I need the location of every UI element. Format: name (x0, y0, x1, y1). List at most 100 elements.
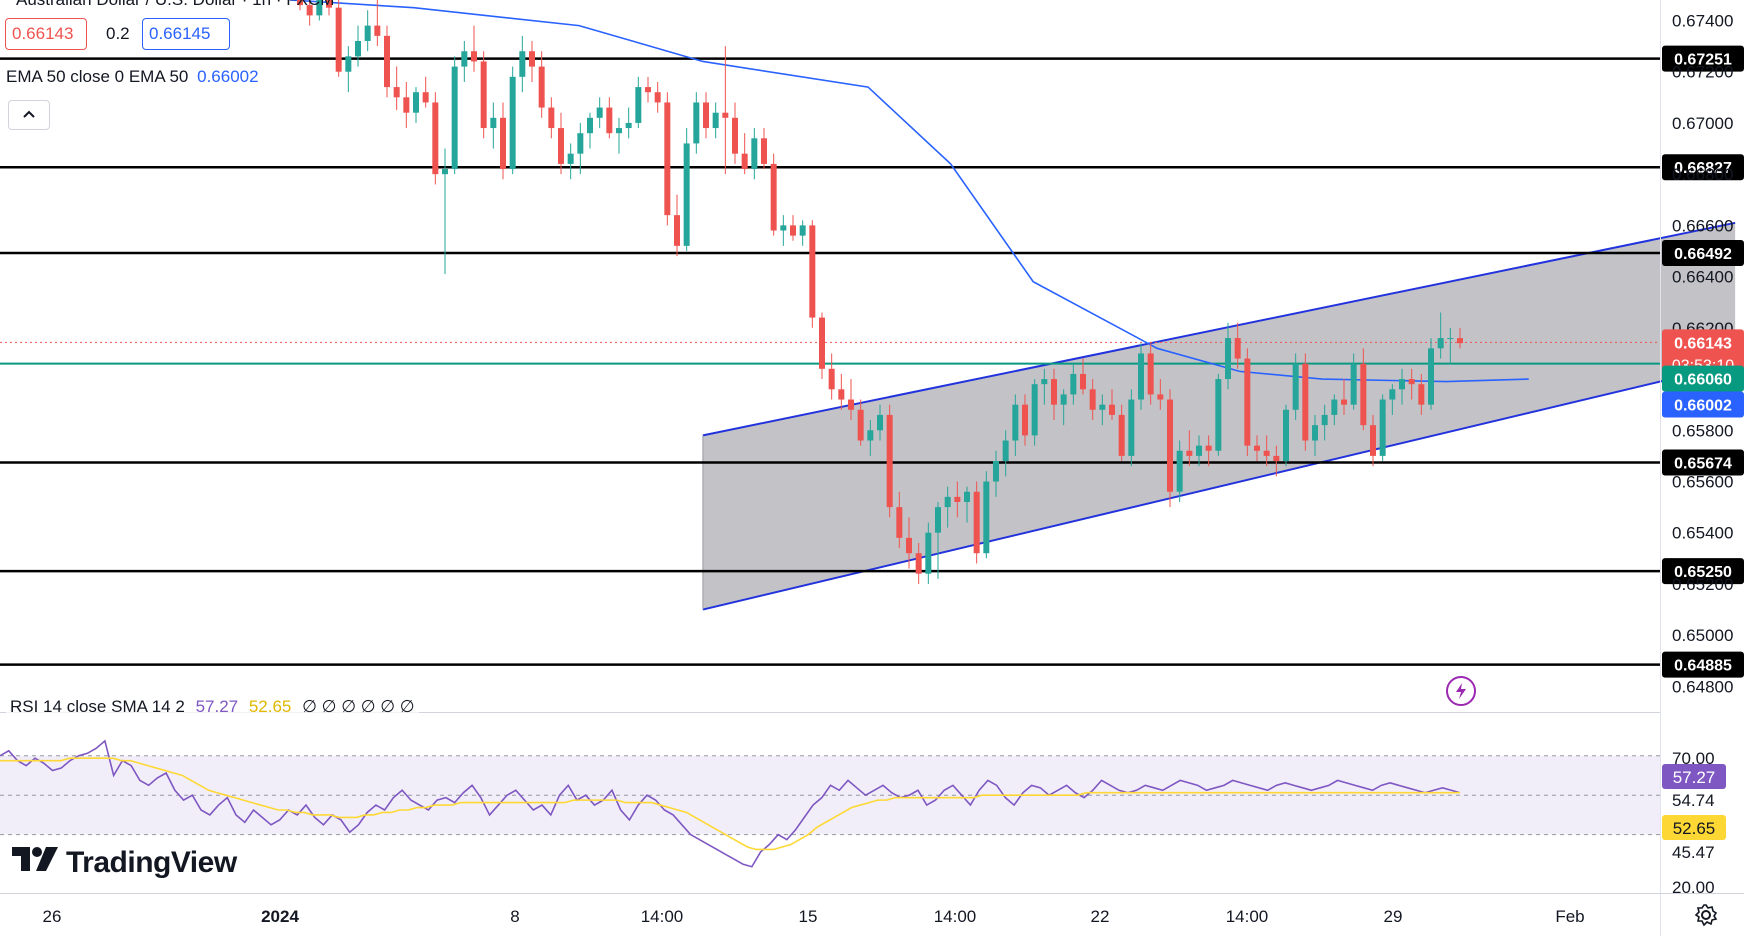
candle-body (509, 76, 516, 170)
gear-icon[interactable] (1694, 903, 1718, 927)
candle-body (964, 491, 970, 502)
candle-body (828, 368, 835, 390)
candle-body (1254, 445, 1260, 451)
candle-body (606, 107, 613, 134)
candle-body (355, 40, 361, 57)
candle-body (790, 225, 796, 236)
candle-body (1428, 348, 1434, 405)
rsi-line (0, 739, 1461, 868)
candle-body (577, 133, 584, 154)
candle-body (1051, 379, 1057, 405)
candle-body (625, 122, 632, 129)
candle-body (1321, 414, 1328, 426)
current-price-label: 0.66143 (1674, 335, 1732, 352)
x-tick-label: 26 (43, 907, 62, 926)
candle-body (896, 507, 903, 538)
chevron-up-icon (22, 106, 36, 124)
candle-body (848, 399, 854, 410)
x-tick-label: 2024 (261, 907, 299, 926)
candle-body (944, 496, 951, 508)
candle-body (1302, 363, 1309, 441)
candle-body (1196, 445, 1202, 456)
candle-body (993, 461, 999, 482)
y-tick-label: 0.65000 (1672, 626, 1733, 645)
candle-body (1408, 379, 1415, 385)
candle-body (1244, 358, 1251, 446)
candle-body (1080, 373, 1086, 390)
candle-body (306, 5, 313, 16)
level-label: 0.67251 (1674, 52, 1732, 69)
candle-body (732, 117, 738, 154)
rsi-sma-value-box (1662, 815, 1726, 840)
candle-body (335, 7, 342, 72)
level-label-box (1662, 449, 1744, 476)
y-tick-label: 0.65400 (1672, 524, 1733, 543)
candle-body (1147, 353, 1154, 395)
candle-body (1437, 338, 1444, 349)
candle-body (1128, 399, 1135, 456)
candle-body (973, 491, 980, 554)
candle-body (906, 537, 912, 554)
current-price-box (1662, 329, 1744, 378)
candle-body (799, 225, 806, 236)
rsi-tick-label: 70.00 (1672, 749, 1715, 768)
candle-body (413, 92, 419, 113)
price-pane[interactable] (0, 0, 1736, 666)
x-tick-label: 14:00 (1226, 907, 1269, 926)
candle-body (1341, 399, 1347, 405)
candle-body (1012, 404, 1019, 441)
candle-body (954, 496, 961, 502)
candle-body (587, 117, 593, 134)
rsi-legend[interactable]: RSI 14 close SMA 14 2 57.27 52.65 ∅ ∅ ∅ … (6, 697, 419, 717)
candle-body (558, 128, 564, 164)
rsi-tick-label: 54.74 (1672, 791, 1715, 810)
lightning-icon[interactable] (1446, 676, 1476, 706)
rsi-legend-label: RSI 14 close SMA 14 2 (10, 697, 185, 716)
channel-upper-line (702, 221, 1736, 437)
y-tick-label: 0.66600 (1672, 216, 1733, 235)
ema-legend[interactable]: EMA 50 close 0 EMA 50 0.66002 (6, 67, 259, 87)
y-tick-label: 0.67000 (1672, 114, 1733, 133)
tradingview-logo[interactable]: TradingView (10, 845, 237, 881)
rsi-value-label: 57.27 (1673, 768, 1716, 787)
candle-body (384, 35, 390, 88)
candle-body (596, 107, 603, 118)
candle-body (770, 163, 777, 231)
candle-body (703, 102, 709, 129)
candle-body (867, 430, 874, 441)
bid-price-button[interactable]: 0.66143 (5, 18, 87, 50)
level-label: 0.65674 (1674, 456, 1732, 473)
x-tick-label: 14:00 (641, 907, 684, 926)
candle-body (1176, 450, 1183, 492)
rsi-pane[interactable] (0, 739, 1660, 868)
ask-price-button[interactable]: 0.66145 (142, 18, 230, 50)
candle-body (1234, 338, 1241, 359)
x-tick-label: Feb (1555, 907, 1584, 926)
level-label: 0.65250 (1674, 564, 1732, 581)
symbol-title[interactable]: Australian Dollar / U.S. Dollar · 1h · F… (16, 0, 334, 10)
candle-body (1099, 404, 1106, 410)
candle-body (1225, 338, 1231, 380)
candle-body (1312, 425, 1318, 441)
ema-legend-label: EMA 50 close 0 EMA 50 (6, 67, 189, 86)
candle-body (1447, 338, 1454, 340)
time-axis-border (0, 893, 1744, 894)
y-tick-label: 0.67400 (1672, 11, 1733, 30)
candle-body (1263, 450, 1270, 456)
candle-body (1022, 404, 1028, 436)
candle-body (432, 102, 439, 175)
y-tick-label: 0.65200 (1672, 575, 1733, 594)
candle-body (548, 107, 555, 129)
y-tick-label: 0.66800 (1672, 165, 1733, 184)
candle-body (1360, 363, 1367, 426)
candle-body (886, 414, 893, 508)
ema-legend-value: 0.66002 (197, 67, 259, 86)
candle-body (1060, 394, 1067, 405)
channel-lower-line (702, 362, 1736, 611)
collapse-legend-button[interactable] (8, 100, 50, 130)
spread-value: 0.2 (106, 24, 130, 43)
candle-body (1389, 389, 1396, 400)
level-label-box (1662, 240, 1744, 267)
